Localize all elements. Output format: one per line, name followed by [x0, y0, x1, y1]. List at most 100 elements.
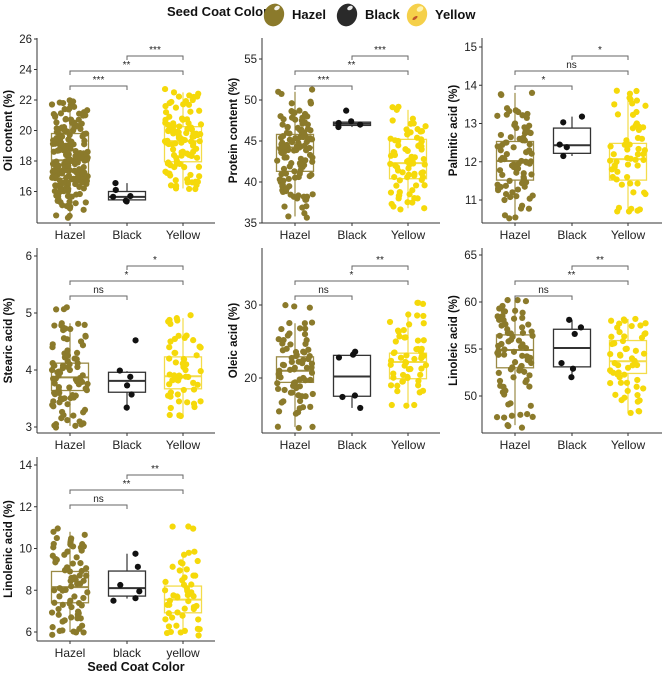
data-point [515, 337, 523, 344]
x-tick-label: Black [337, 228, 367, 242]
data-point [84, 107, 91, 114]
data-point [507, 400, 514, 407]
data-point [519, 329, 527, 337]
data-point [503, 151, 510, 158]
significance-label: ns [538, 285, 549, 296]
data-point [607, 143, 614, 150]
data-point [278, 171, 285, 178]
data-point [190, 337, 197, 344]
data-point [127, 192, 134, 200]
data-point [172, 349, 179, 357]
data-point [287, 389, 295, 396]
significance-bracket: * [126, 255, 184, 270]
data-point [296, 325, 304, 332]
data-point [626, 90, 634, 97]
data-point [503, 139, 510, 146]
data-point [525, 321, 532, 328]
data-point [502, 182, 509, 189]
significance-label: ns [566, 60, 577, 71]
data-point [632, 347, 639, 354]
data-point [190, 525, 197, 532]
data-point [307, 376, 314, 384]
data-point [64, 214, 72, 221]
data-point [294, 124, 301, 131]
significance-bracket: *** [351, 45, 409, 60]
data-point [635, 123, 642, 130]
bracket-line [126, 265, 184, 270]
data-point [524, 110, 531, 118]
x-tick-label: Hazel [500, 438, 531, 452]
data-point [53, 306, 60, 313]
data-point [386, 318, 394, 326]
data-point [81, 531, 88, 538]
data-point [418, 176, 425, 184]
data-point [180, 356, 188, 363]
data-point [507, 330, 514, 337]
data-point [55, 384, 62, 391]
significance-label: *** [149, 45, 161, 56]
data-point [388, 200, 395, 208]
x-tick-label: Yellow [391, 228, 426, 242]
data-point [509, 364, 516, 371]
data-point [306, 151, 314, 159]
data-point [526, 141, 533, 148]
data-point [301, 331, 309, 338]
data-point [280, 362, 288, 369]
black-seed-icon [336, 3, 358, 27]
data-point [623, 137, 630, 144]
data-point [286, 319, 293, 327]
data-point [173, 182, 180, 189]
data-point [279, 188, 287, 195]
data-point [59, 601, 66, 608]
data-point [72, 152, 79, 160]
significance-label: ** [348, 60, 356, 71]
data-point [406, 321, 413, 328]
data-point [614, 168, 621, 175]
significance-bracket: * [514, 75, 573, 90]
data-point [300, 133, 307, 141]
data-point [180, 386, 187, 394]
data-point [51, 422, 58, 429]
data-point [560, 119, 567, 126]
data-point [502, 190, 510, 198]
data-point [512, 107, 519, 114]
data-point [161, 587, 169, 594]
points-hazel [274, 302, 316, 432]
data-point [191, 548, 198, 555]
data-point [170, 592, 177, 599]
significance-bracket: *** [294, 75, 353, 90]
data-point [64, 352, 72, 359]
data-point [501, 196, 508, 204]
data-point [49, 359, 56, 367]
significance-bracket: ns [69, 494, 128, 509]
data-point [641, 330, 648, 338]
data-point [69, 392, 76, 399]
x-tick-label: Black [557, 228, 587, 242]
data-point [295, 392, 302, 399]
data-point [558, 360, 565, 367]
data-point [302, 393, 309, 400]
panel-protein: 35 40 45 50 55 Protein content (%) Hazel Black Y… [228, 38, 440, 242]
data-point [286, 330, 293, 337]
box-iqr [107, 371, 147, 393]
data-point [52, 182, 59, 189]
data-point [110, 597, 117, 604]
data-point [400, 371, 407, 379]
significance-bracket: ** [69, 60, 184, 75]
data-point [136, 588, 143, 595]
y-tick-label: 6 [26, 627, 32, 639]
data-point [60, 124, 68, 131]
data-point [417, 371, 424, 378]
data-point [68, 583, 75, 590]
bracket-line [294, 70, 409, 75]
data-point [613, 87, 620, 94]
data-point [414, 126, 421, 133]
data-point [62, 116, 69, 123]
data-point [291, 303, 298, 310]
data-point [169, 523, 176, 530]
data-point [60, 306, 68, 313]
data-point [521, 368, 528, 375]
data-point [528, 328, 535, 335]
data-point [190, 132, 197, 140]
data-point [578, 113, 586, 120]
